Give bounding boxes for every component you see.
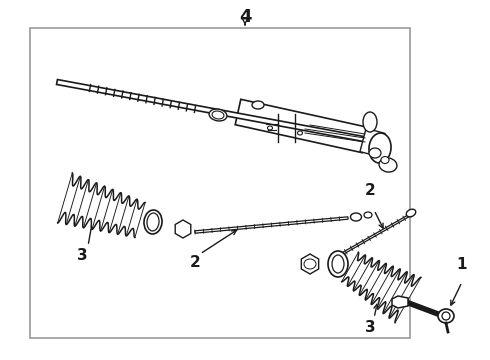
Ellipse shape [350,213,362,221]
Polygon shape [301,254,319,274]
Ellipse shape [438,309,454,323]
Polygon shape [235,99,368,153]
Ellipse shape [268,126,272,130]
Polygon shape [392,296,408,308]
Text: 1: 1 [457,257,467,272]
Ellipse shape [304,259,316,269]
Ellipse shape [406,209,416,217]
Ellipse shape [328,251,348,277]
Ellipse shape [332,255,344,273]
Text: 3: 3 [365,320,375,335]
Ellipse shape [442,312,450,320]
Ellipse shape [369,148,381,158]
Ellipse shape [381,157,389,163]
Bar [30,28,410,338]
Ellipse shape [363,112,377,132]
Polygon shape [340,214,411,256]
Polygon shape [195,217,348,233]
Ellipse shape [209,109,227,121]
Text: 4: 4 [239,8,251,26]
Polygon shape [342,252,421,323]
Ellipse shape [297,131,302,135]
Ellipse shape [147,213,159,231]
Ellipse shape [212,111,224,119]
Ellipse shape [369,133,391,163]
Ellipse shape [364,212,372,218]
Text: 3: 3 [77,248,87,263]
Polygon shape [56,80,386,145]
Ellipse shape [379,158,397,172]
Text: 2: 2 [190,255,200,270]
Ellipse shape [252,101,264,109]
Polygon shape [175,220,191,238]
Ellipse shape [144,210,162,234]
Polygon shape [58,173,145,238]
Polygon shape [360,129,385,157]
Text: 2: 2 [365,183,375,198]
